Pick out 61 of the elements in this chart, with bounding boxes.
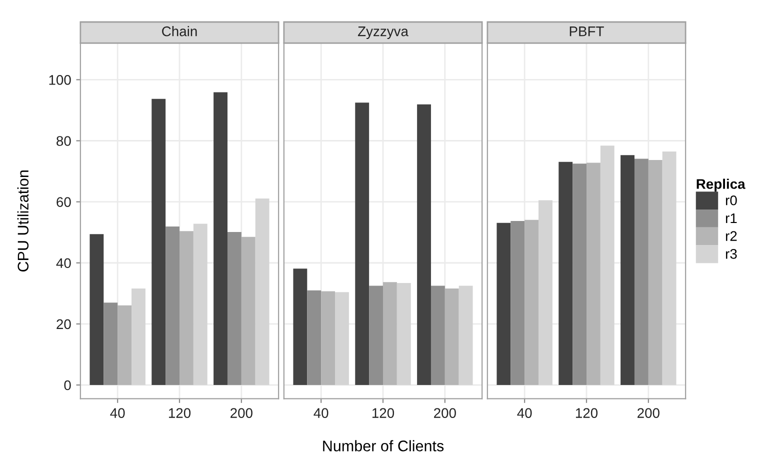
bar	[444, 288, 459, 385]
y-tick-label: 60	[56, 197, 71, 207]
chart-title: PBFT	[570, 26, 604, 36]
bar	[430, 286, 445, 385]
x-tick-label: 40	[517, 408, 532, 418]
y-tick-label: 0	[64, 380, 71, 390]
bar	[417, 104, 431, 385]
x-tick-label: 40	[110, 408, 125, 418]
bar	[648, 160, 662, 385]
legend-label: r0	[726, 195, 737, 206]
x-tick-label: 120	[576, 408, 598, 418]
bar	[496, 222, 511, 385]
y-tick-label: 80	[56, 136, 71, 146]
bar	[255, 198, 270, 385]
x-tick-label: 200	[434, 408, 456, 418]
y-tick-label: 100	[49, 75, 71, 85]
bar	[214, 92, 228, 385]
x-tick-label: 200	[230, 408, 252, 418]
bar	[586, 162, 600, 385]
bar	[335, 292, 349, 385]
bar	[180, 231, 194, 385]
chart-title: Chain	[162, 26, 197, 36]
chart-title: Zyzzyva	[358, 26, 408, 39]
bar	[538, 200, 552, 385]
bar	[241, 236, 256, 385]
legend-label: r2	[726, 231, 737, 241]
bar	[307, 290, 322, 385]
legend-label: r1	[726, 213, 737, 223]
legend-title: Replica	[696, 178, 746, 192]
y-axis-title: CPU Utilization	[17, 170, 29, 272]
bar	[369, 286, 383, 385]
x-axis-title: Number of Clients	[323, 440, 444, 452]
bar	[118, 305, 132, 385]
x-tick-label: 40	[314, 408, 328, 418]
bar	[104, 302, 118, 385]
bar	[634, 158, 648, 385]
bar	[600, 146, 614, 385]
bar	[152, 98, 166, 385]
bar	[458, 286, 473, 385]
bar	[396, 283, 411, 385]
bar	[620, 155, 634, 385]
bar	[524, 220, 539, 385]
legend-label: r3	[726, 248, 737, 259]
bar	[558, 162, 573, 385]
bar	[355, 102, 370, 385]
bar	[166, 226, 180, 385]
bar	[662, 151, 676, 385]
x-tick-label: 200	[638, 408, 660, 418]
bar	[321, 291, 336, 385]
y-tick-label: 40	[56, 258, 71, 268]
bar	[383, 282, 397, 385]
bar	[193, 224, 208, 385]
bar	[293, 268, 308, 385]
x-tick-label: 120	[168, 408, 191, 418]
bar	[227, 232, 242, 385]
bar	[90, 234, 104, 385]
bar	[132, 288, 146, 385]
bar	[510, 221, 525, 385]
bar	[572, 164, 586, 385]
y-tick-label: 20	[56, 319, 71, 330]
x-tick-label: 120	[372, 408, 394, 418]
